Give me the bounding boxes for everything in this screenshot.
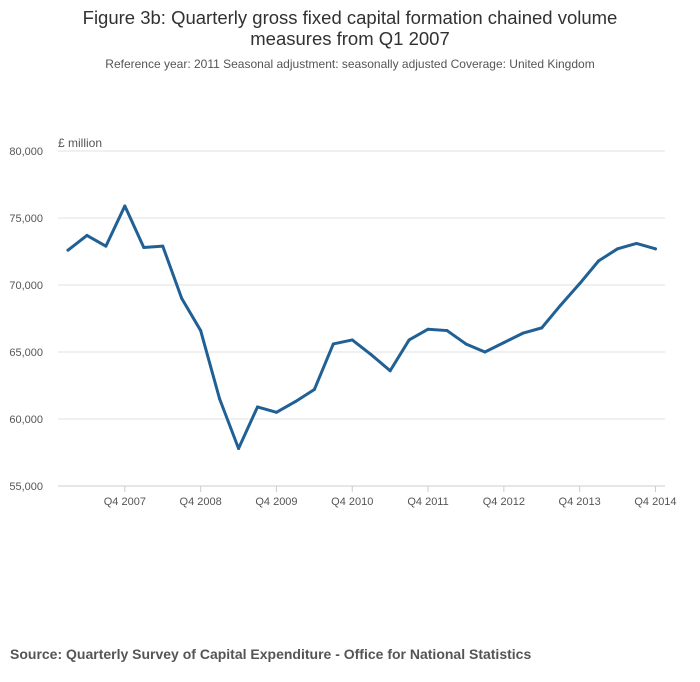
data-point (85, 233, 89, 237)
data-point (502, 341, 506, 345)
data-point (180, 296, 184, 300)
x-tick-label: Q4 2012 (483, 496, 525, 508)
data-point (464, 342, 468, 346)
x-tick-label: Q4 2007 (104, 496, 146, 508)
data-point (293, 400, 297, 404)
x-tick-label: Q4 2011 (407, 496, 448, 508)
y-axis-ticks: 55,000 60,000 65,000 70,000 75,000 80,000 (9, 146, 43, 493)
y-tick-label: 65,000 (9, 347, 43, 359)
series-layer (66, 204, 657, 450)
data-point (540, 326, 544, 330)
y-tick-label: 70,000 (9, 280, 43, 292)
x-tick-label: Q4 2009 (255, 496, 297, 508)
x-tick-label: Q4 2008 (180, 496, 222, 508)
x-tick-label: Q4 2010 (331, 496, 373, 508)
data-point (218, 397, 222, 401)
gridlines (58, 150, 665, 487)
data-point (597, 259, 601, 263)
data-point (521, 331, 525, 335)
data-point (199, 329, 203, 333)
data-point (123, 204, 127, 208)
chart-title: Figure 3b: Quarterly gross fixed capital… (82, 7, 618, 49)
data-point (66, 248, 70, 252)
data-point (388, 369, 392, 373)
data-point (635, 241, 638, 245)
data-point (312, 388, 316, 392)
source-note: Source: Quarterly Survey of Capital Expe… (10, 646, 532, 662)
data-point (369, 353, 373, 357)
data-point (559, 303, 563, 307)
y-tick-label: 60,000 (9, 414, 43, 426)
data-point (274, 410, 278, 414)
x-axis-ticks: Q4 2007 Q4 2008 Q4 2009 Q4 2010 Q4 2011 Q4 20… (104, 486, 677, 508)
data-point (616, 247, 620, 251)
line-chart: 55,000 60,000 65,000 70,000 75,000 80,000 Q4 … (9, 136, 677, 508)
data-point (142, 245, 146, 249)
data-point (445, 329, 449, 333)
y-tick-label: 80,000 (9, 146, 43, 158)
data-point (578, 282, 582, 286)
data-point (237, 446, 241, 450)
data-point (256, 405, 259, 409)
x-tick-label: Q4 2014 (634, 496, 676, 508)
x-tick-label: Q4 2013 (559, 496, 601, 508)
data-point (407, 338, 411, 342)
data-point (426, 327, 430, 331)
y-tick-label: 75,000 (9, 213, 43, 225)
data-point (653, 247, 657, 251)
data-point (161, 244, 165, 248)
y-tick-label: 55,000 (9, 481, 43, 493)
data-point (350, 338, 354, 342)
series-line-0 (66, 204, 657, 450)
data-point (483, 350, 487, 354)
y-axis-label: £ million (58, 136, 102, 150)
data-point (104, 244, 108, 248)
chart-subtitle: Reference year: 2011 Seasonal adjustment… (105, 57, 595, 71)
data-point (331, 342, 335, 346)
